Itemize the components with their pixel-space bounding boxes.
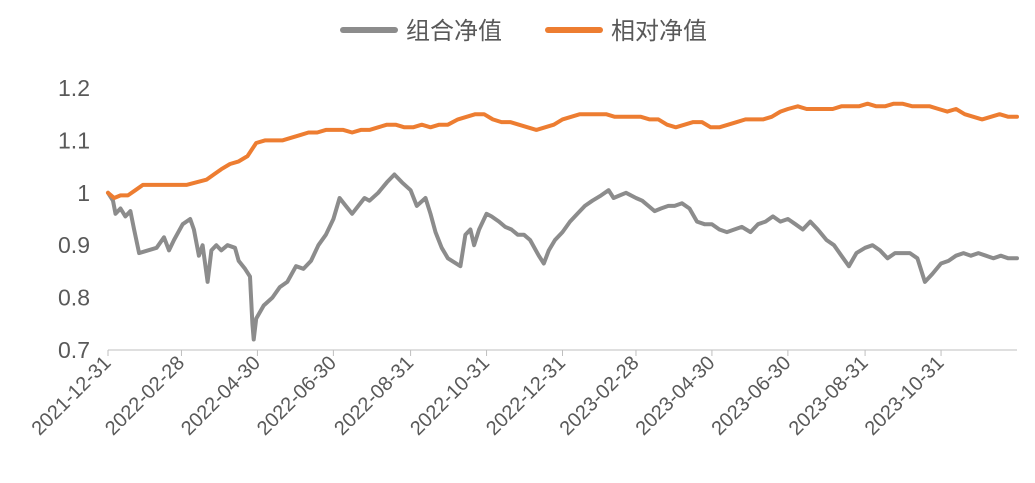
x-tick-label: 2023-06-30: [708, 352, 796, 440]
y-tick-label: 0.7: [58, 337, 90, 363]
legend-label-series-2: 相对净值: [611, 18, 707, 45]
x-tick-label: 2022-04-30: [177, 352, 265, 440]
x-tick-label: 2023-02-28: [556, 352, 644, 440]
x-axis-ticks: 2021-12-312022-02-282022-04-302022-06-30…: [28, 350, 949, 440]
y-tick-label: 0.8: [58, 285, 90, 311]
chart-series: [106, 101, 1019, 342]
y-tick-label: 1.2: [58, 75, 90, 101]
x-tick-label: 2023-04-30: [632, 352, 720, 440]
x-tick-label: 2023-08-31: [785, 352, 873, 440]
legend-label-series-1: 组合净值: [406, 18, 502, 45]
series-line-1: [106, 172, 1019, 342]
x-tick-label: 2022-02-28: [101, 352, 189, 440]
chart-legend: 组合净值 相对净值: [340, 18, 707, 45]
series-line-2: [106, 101, 1019, 200]
y-axis-tick-labels: 0.7 0.8 0.9 1 1.1 1.2: [58, 75, 90, 363]
x-tick-label: 2022-06-30: [253, 352, 341, 440]
y-tick-label: 1.1: [58, 127, 90, 153]
x-tick-label: 2022-08-31: [330, 352, 418, 440]
x-tick-label: 2023-10-31: [861, 352, 949, 440]
y-tick-label: 0.9: [58, 232, 90, 258]
x-tick-label: 2022-10-31: [406, 352, 494, 440]
y-tick-label: 1: [77, 180, 90, 206]
